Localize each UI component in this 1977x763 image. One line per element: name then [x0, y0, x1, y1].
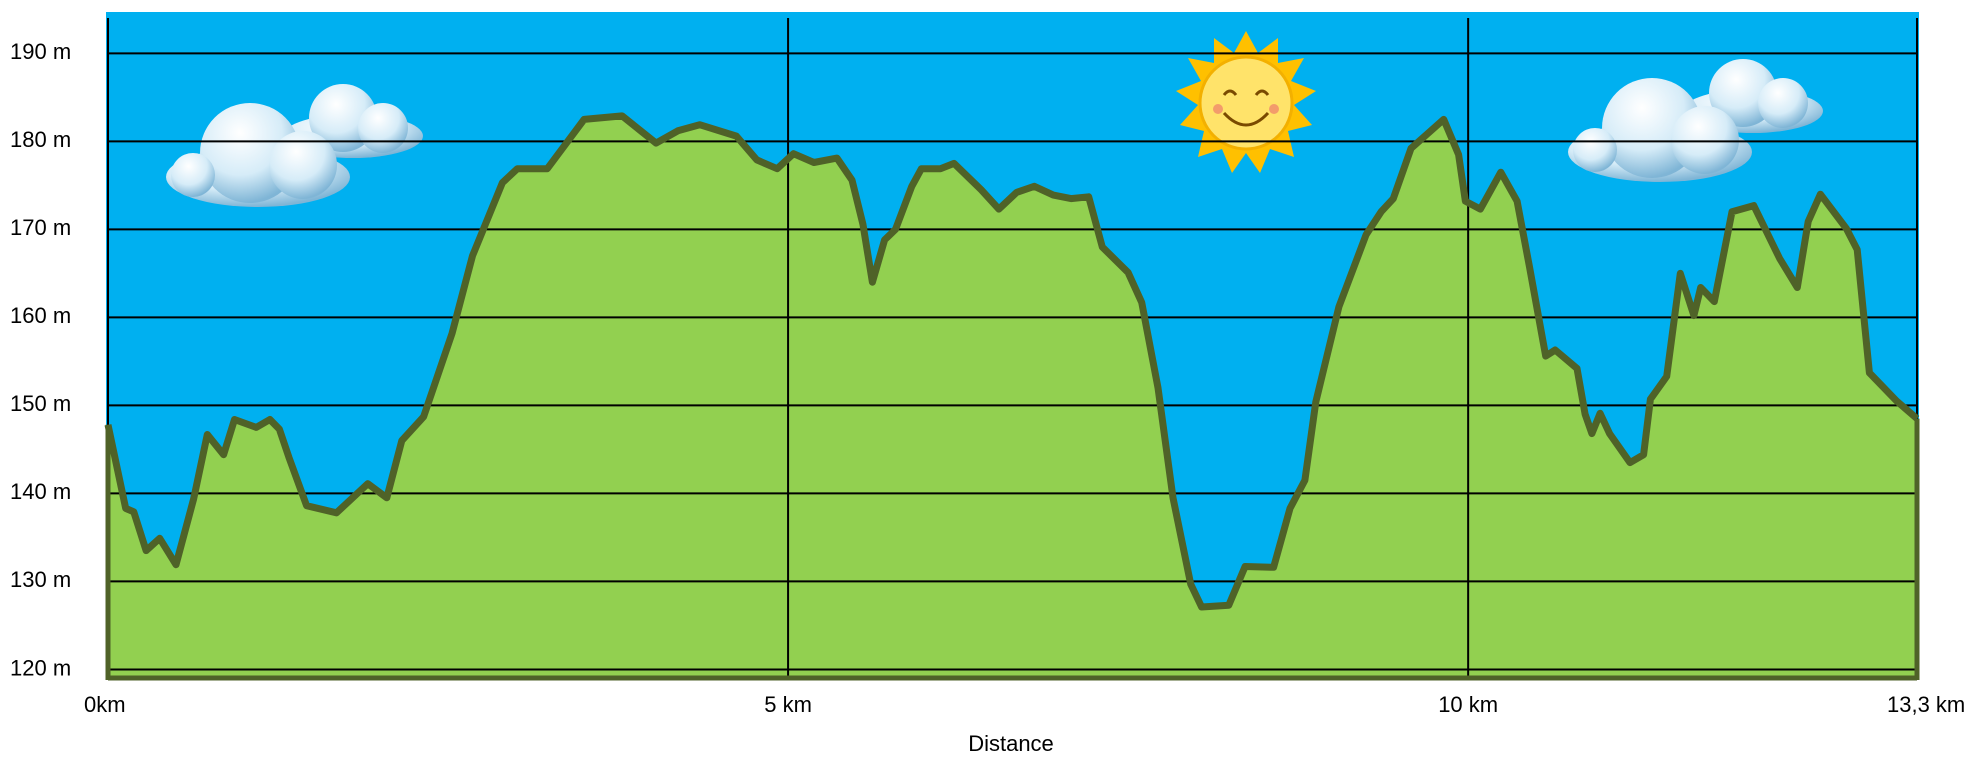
cloud [166, 103, 350, 207]
cloud [1568, 78, 1752, 182]
x-tick-label: 13,3 km [1887, 692, 1965, 717]
x-tick-label: 0km [84, 692, 126, 717]
y-tick-label: 180 m [10, 127, 71, 152]
x-tick-label: 10 km [1438, 692, 1498, 717]
x-tick-label: 5 km [764, 692, 812, 717]
decoration [166, 31, 1823, 207]
y-tick-label: 140 m [10, 479, 71, 504]
y-tick-label: 120 m [10, 655, 71, 680]
y-tick-label: 190 m [10, 39, 71, 64]
area [108, 115, 1917, 680]
x-axis-title: Distance [968, 731, 1054, 756]
y-tick-label: 160 m [10, 303, 71, 328]
y-tick-label: 130 m [10, 567, 71, 592]
line [104, 112, 1920, 611]
y-tick-label: 170 m [10, 215, 71, 240]
y-tick-label: 150 m [10, 391, 71, 416]
sun [1176, 31, 1316, 173]
